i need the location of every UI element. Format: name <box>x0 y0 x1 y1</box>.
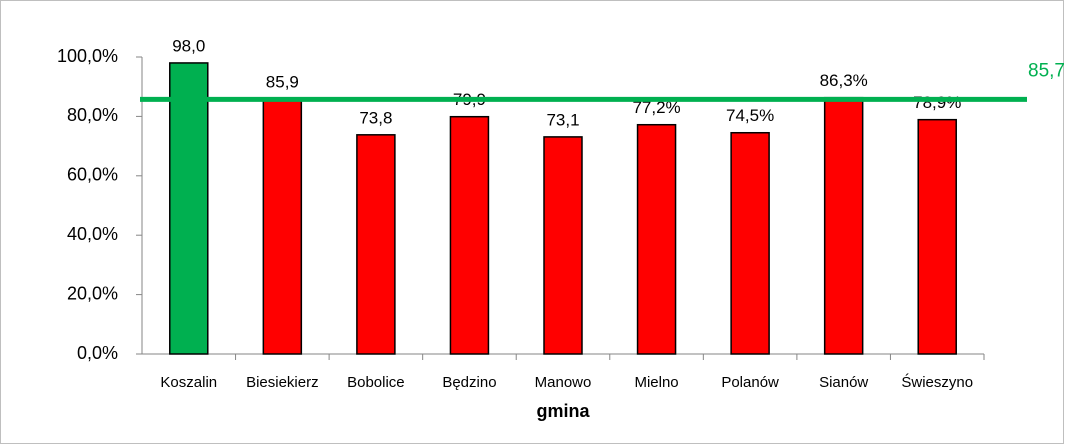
bar <box>636 123 677 355</box>
bar <box>917 118 957 355</box>
value-label: 74,5% <box>726 106 774 125</box>
bar <box>356 134 396 355</box>
value-label: 86,3% <box>820 71 868 90</box>
x-tick-label: Świeszyno <box>901 373 973 391</box>
value-label: 78,9% <box>913 93 961 112</box>
y-tick-label: 60,0% <box>67 165 118 185</box>
x-tick-label: Polanów <box>721 374 779 391</box>
bar <box>543 136 583 355</box>
bar <box>169 62 209 355</box>
y-tick-label: 100,0% <box>57 46 118 66</box>
x-tick-label: Mielno <box>634 374 678 391</box>
x-tick-label: Sianów <box>819 374 868 391</box>
y-tick-label: 40,0% <box>67 224 118 244</box>
x-tick-label: Będzino <box>442 374 496 391</box>
bar <box>449 115 490 355</box>
x-axis-title: gmina <box>536 401 590 421</box>
x-tick-label: Bobolice <box>347 374 405 391</box>
bar <box>262 98 303 355</box>
value-label: 85,9 <box>266 72 299 91</box>
bar <box>823 96 864 355</box>
reference-label: 85,75 <box>1028 60 1065 81</box>
x-tick-label: Manowo <box>535 374 592 391</box>
x-tick-label: Koszalin <box>160 374 217 391</box>
x-tick-label: Biesiekierz <box>246 374 319 391</box>
value-label: 73,8 <box>359 108 392 127</box>
value-label: 98,0 <box>172 36 205 55</box>
y-tick-label: 20,0% <box>67 283 118 303</box>
value-label: 73,1 <box>546 110 579 129</box>
y-tick-label: 0,0% <box>77 343 118 363</box>
bar <box>730 131 770 355</box>
y-tick-label: 80,0% <box>67 105 118 125</box>
value-label: 77,2% <box>632 98 680 117</box>
